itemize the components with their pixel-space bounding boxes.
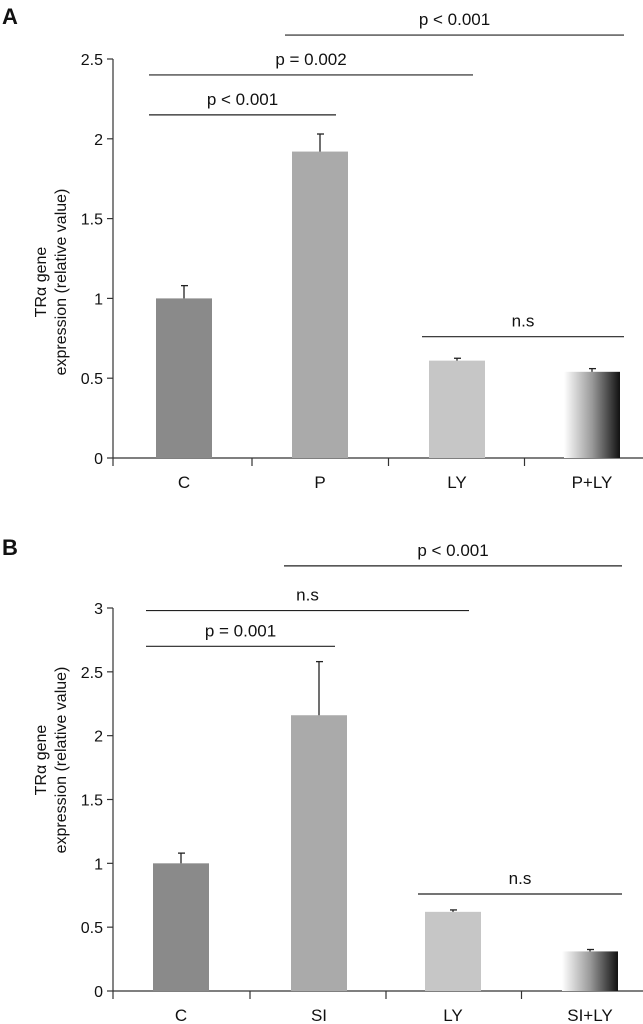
- y-tick-label: 1.5: [81, 793, 103, 810]
- y-tick-label: 2.5: [81, 665, 103, 682]
- category-label: LY: [447, 473, 467, 492]
- y-tick-label: 0: [94, 451, 103, 468]
- significance-label: p < 0.001: [207, 90, 278, 109]
- y-tick-label: 0.5: [81, 371, 103, 388]
- panel-letter: A: [2, 4, 18, 29]
- bar-p: [292, 151, 348, 458]
- y-tick-label: 2: [94, 132, 103, 149]
- category-label: P+LY: [572, 473, 613, 492]
- y-axis-label: TRα gene expression (relative value): [33, 667, 70, 854]
- category-label: P: [314, 473, 325, 492]
- panel-b-chart: B TRα gene expression (relative value) 0 0.5…: [2, 535, 643, 1024]
- panel-a-chart: A TRα gene expression (relative value) 0 0.5…: [2, 4, 643, 492]
- significance-label: n.s: [509, 869, 532, 888]
- significance-label: n.s: [512, 312, 535, 331]
- y-tick-label: 2: [94, 729, 103, 746]
- y-axis-label: TRα gene expression (relative value): [33, 189, 70, 376]
- bar-p-plus-ly: [564, 371, 620, 458]
- significance-label: p = 0.002: [275, 50, 346, 69]
- bar-si-plus-ly: [562, 951, 618, 991]
- y-tick-label: 1: [94, 291, 103, 308]
- significance-label: n.s: [296, 586, 319, 605]
- category-label: SI: [311, 1006, 327, 1024]
- category-label: LY: [443, 1006, 463, 1024]
- y-tick-label: 0: [94, 984, 103, 1001]
- panel-letter: B: [2, 535, 18, 560]
- y-axis-label-line: TRα gene: [33, 725, 50, 796]
- bar-c: [153, 863, 209, 991]
- y-axis-label-line: expression (relative value): [53, 667, 70, 854]
- y-axis-label-line: expression (relative value): [53, 189, 70, 376]
- y-tick-label: 1.5: [81, 212, 103, 229]
- category-label: SI+LY: [567, 1006, 613, 1024]
- bar-ly: [429, 360, 485, 458]
- bar-ly: [425, 911, 481, 991]
- bar-c: [156, 298, 212, 458]
- significance-label: p = 0.001: [205, 621, 276, 640]
- y-axis-label-line: TRα gene: [33, 247, 50, 318]
- category-label: C: [175, 1006, 187, 1024]
- y-tick-label: 1: [94, 856, 103, 873]
- y-tick-label: 0.5: [81, 920, 103, 937]
- category-label: C: [178, 473, 190, 492]
- significance-label: p < 0.001: [417, 541, 488, 560]
- y-tick-label: 2.5: [81, 52, 103, 69]
- y-tick-label: 3: [94, 601, 103, 618]
- bar-si: [291, 715, 347, 991]
- significance-label: p < 0.001: [419, 10, 490, 29]
